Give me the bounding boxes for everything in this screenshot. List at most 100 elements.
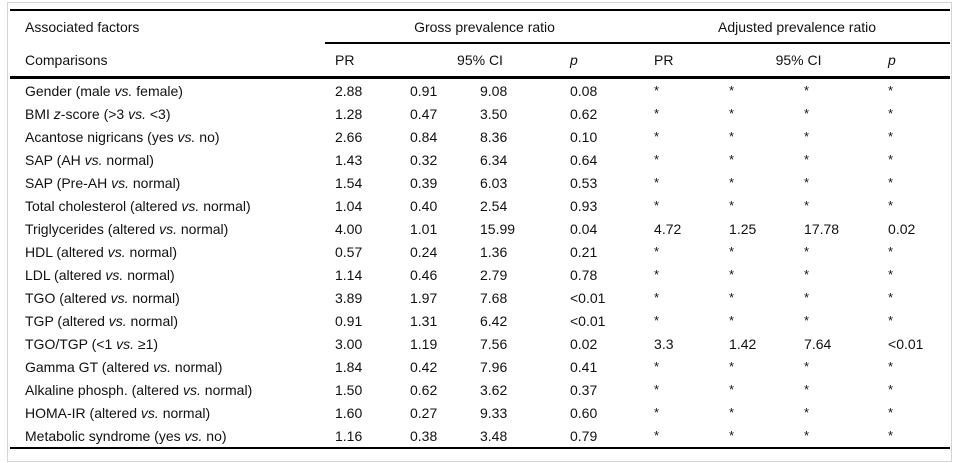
adjusted-pr-cell: *	[654, 129, 660, 144]
adjusted-ci-high-cell: *	[804, 152, 810, 167]
factor-cell: TGO/TGP (<1 vs. ≥1)	[25, 335, 159, 352]
adjusted-p-cell: *	[888, 175, 894, 190]
comparisons-header: Comparisons	[10, 43, 325, 79]
adjusted-ci-low-cell: 1.42	[729, 335, 757, 352]
gross-ci-high-cell: 15.99	[480, 220, 516, 237]
adjusted-p-cell: *	[888, 290, 894, 305]
gross-ci-low-cell: 0.39	[410, 174, 438, 191]
factor-cell: Gamma GT (altered vs. normal)	[25, 358, 223, 375]
gross-ci-low-cell: 1.31	[410, 312, 438, 329]
adjusted-ci-header: 95% CI	[719, 43, 879, 79]
adjusted-pr-cell: *	[654, 152, 660, 167]
gross-pr-cell: 1.04	[335, 197, 363, 214]
gross-ci-high-cell: 7.56	[480, 335, 508, 352]
gross-p-cell: 0.10	[570, 128, 598, 145]
gross-ci-low-cell: 1.19	[410, 335, 438, 352]
table-row: Acantose nigricans (yes vs. no) 2.66 0.8…	[10, 125, 950, 148]
gross-ci-low-cell: 0.42	[410, 358, 438, 375]
factor-cell: Alkaline phosph. (altered vs. normal)	[25, 381, 253, 398]
gross-p-cell: 0.60	[570, 404, 598, 421]
factor-cell: TGP (altered vs. normal)	[25, 312, 179, 329]
adjusted-pr-cell: *	[654, 106, 660, 121]
gross-pr-cell: 1.16	[335, 427, 363, 444]
adjusted-p-cell: *	[888, 83, 894, 98]
gross-p-cell: <0.01	[570, 289, 606, 306]
gross-ci-high-cell: 7.96	[480, 358, 508, 375]
adjusted-ci-high-cell: *	[804, 267, 810, 282]
gross-p-cell: 0.62	[570, 105, 598, 122]
adjusted-p-cell: *	[888, 106, 894, 121]
gross-ci-high-cell: 3.48	[480, 427, 508, 444]
gross-pr-cell: 3.89	[335, 289, 363, 306]
gross-pr-cell: 1.28	[335, 105, 363, 122]
gross-ci-low-cell: 0.27	[410, 404, 438, 421]
adjusted-ci-low-cell: *	[729, 405, 735, 420]
adjusted-pr-cell: *	[654, 267, 660, 282]
adjusted-pr-cell: *	[654, 244, 660, 259]
adjusted-p-cell: *	[888, 244, 894, 259]
gross-ci-high-cell: 6.42	[480, 312, 508, 329]
gross-p-cell: 0.41	[570, 358, 598, 375]
gross-ci-low-cell: 0.47	[410, 105, 438, 122]
prevalence-ratio-table: Associated factors Gross prevalence rati…	[10, 9, 951, 449]
adjusted-ci-high-cell: *	[804, 313, 810, 328]
gross-pr-cell: 2.88	[335, 82, 363, 99]
adjusted-ci-low-cell: *	[729, 428, 735, 443]
adjusted-ci-low-cell: *	[729, 198, 735, 213]
table-row: Triglycerides (altered vs. normal) 4.00 …	[10, 217, 950, 240]
adjusted-p-cell: *	[888, 129, 894, 144]
gross-pr-cell: 1.60	[335, 404, 363, 421]
gross-ci-low-cell: 0.91	[410, 82, 438, 99]
table-row: HOMA-IR (altered vs. normal) 1.60 0.27 9…	[10, 401, 950, 424]
gross-p-cell: 0.53	[570, 174, 598, 191]
adjusted-ci-high-cell: *	[804, 359, 810, 374]
adjusted-p-cell: *	[888, 313, 894, 328]
factor-cell: SAP (Pre-AH vs. normal)	[25, 174, 181, 191]
adjusted-ci-high-cell: *	[804, 290, 810, 305]
adjusted-pr-cell: *	[654, 198, 660, 213]
table-row: TGP (altered vs. normal) 0.91 1.31 6.42 …	[10, 309, 950, 332]
gross-ci-low-cell: 1.01	[410, 220, 438, 237]
factor-cell: Triglycerides (altered vs. normal)	[25, 220, 229, 237]
gross-ci-high-cell: 6.03	[480, 174, 508, 191]
adjusted-p-header: p	[878, 43, 951, 79]
gross-p-header: p	[560, 43, 645, 79]
gross-pr-cell: 1.84	[335, 358, 363, 375]
adjusted-ci-high-cell: 17.78	[804, 220, 840, 237]
gross-ci-high-cell: 9.08	[480, 82, 508, 99]
adjusted-ci-low-cell: *	[729, 313, 735, 328]
adjusted-ci-high-cell: *	[804, 83, 810, 98]
adjusted-ci-high-cell: *	[804, 106, 810, 121]
adjusted-ci-high-cell: *	[804, 129, 810, 144]
factor-cell: HDL (altered vs. normal)	[25, 243, 177, 260]
adjusted-p-cell: *	[888, 405, 894, 420]
table-row: LDL (altered vs. normal) 1.14 0.46 2.79 …	[10, 263, 950, 286]
adjusted-p-cell: *	[888, 152, 894, 167]
adjusted-ci-low-cell: *	[729, 83, 735, 98]
factor-cell: HOMA-IR (altered vs. normal)	[25, 404, 211, 421]
factor-cell: Total cholesterol (altered vs. normal)	[25, 197, 251, 214]
adjusted-ci-low-cell: *	[729, 382, 735, 397]
adjusted-p-cell: *	[888, 359, 894, 374]
adjusted-ci-low-cell: *	[729, 106, 735, 121]
adjusted-ci-low-cell: 1.25	[729, 220, 757, 237]
adjusted-prevalence-ratio-header: Adjusted prevalence ratio	[644, 10, 951, 44]
gross-p-cell: 0.64	[570, 151, 598, 168]
adjusted-ci-low-cell: *	[729, 359, 735, 374]
table-row: Gender (male vs. female) 2.88 0.91 9.08 …	[10, 78, 950, 103]
adjusted-pr-cell: *	[654, 290, 660, 305]
gross-ci-low-cell: 0.84	[410, 128, 438, 145]
table-body: Gender (male vs. female) 2.88 0.91 9.08 …	[10, 78, 950, 449]
adjusted-ci-high-cell: *	[804, 428, 810, 443]
gross-pr-cell: 1.50	[335, 381, 363, 398]
gross-pr-cell: 3.00	[335, 335, 363, 352]
adjusted-p-cell: *	[888, 428, 894, 443]
gross-ci-low-cell: 0.40	[410, 197, 438, 214]
gross-pr-cell: 1.54	[335, 174, 363, 191]
adjusted-ci-high-cell: 7.64	[804, 335, 832, 352]
gross-ci-low-cell: 0.46	[410, 266, 438, 283]
adjusted-ci-low-cell: *	[729, 175, 735, 190]
gross-ci-low-cell: 0.32	[410, 151, 438, 168]
adjusted-p-cell: *	[888, 198, 894, 213]
